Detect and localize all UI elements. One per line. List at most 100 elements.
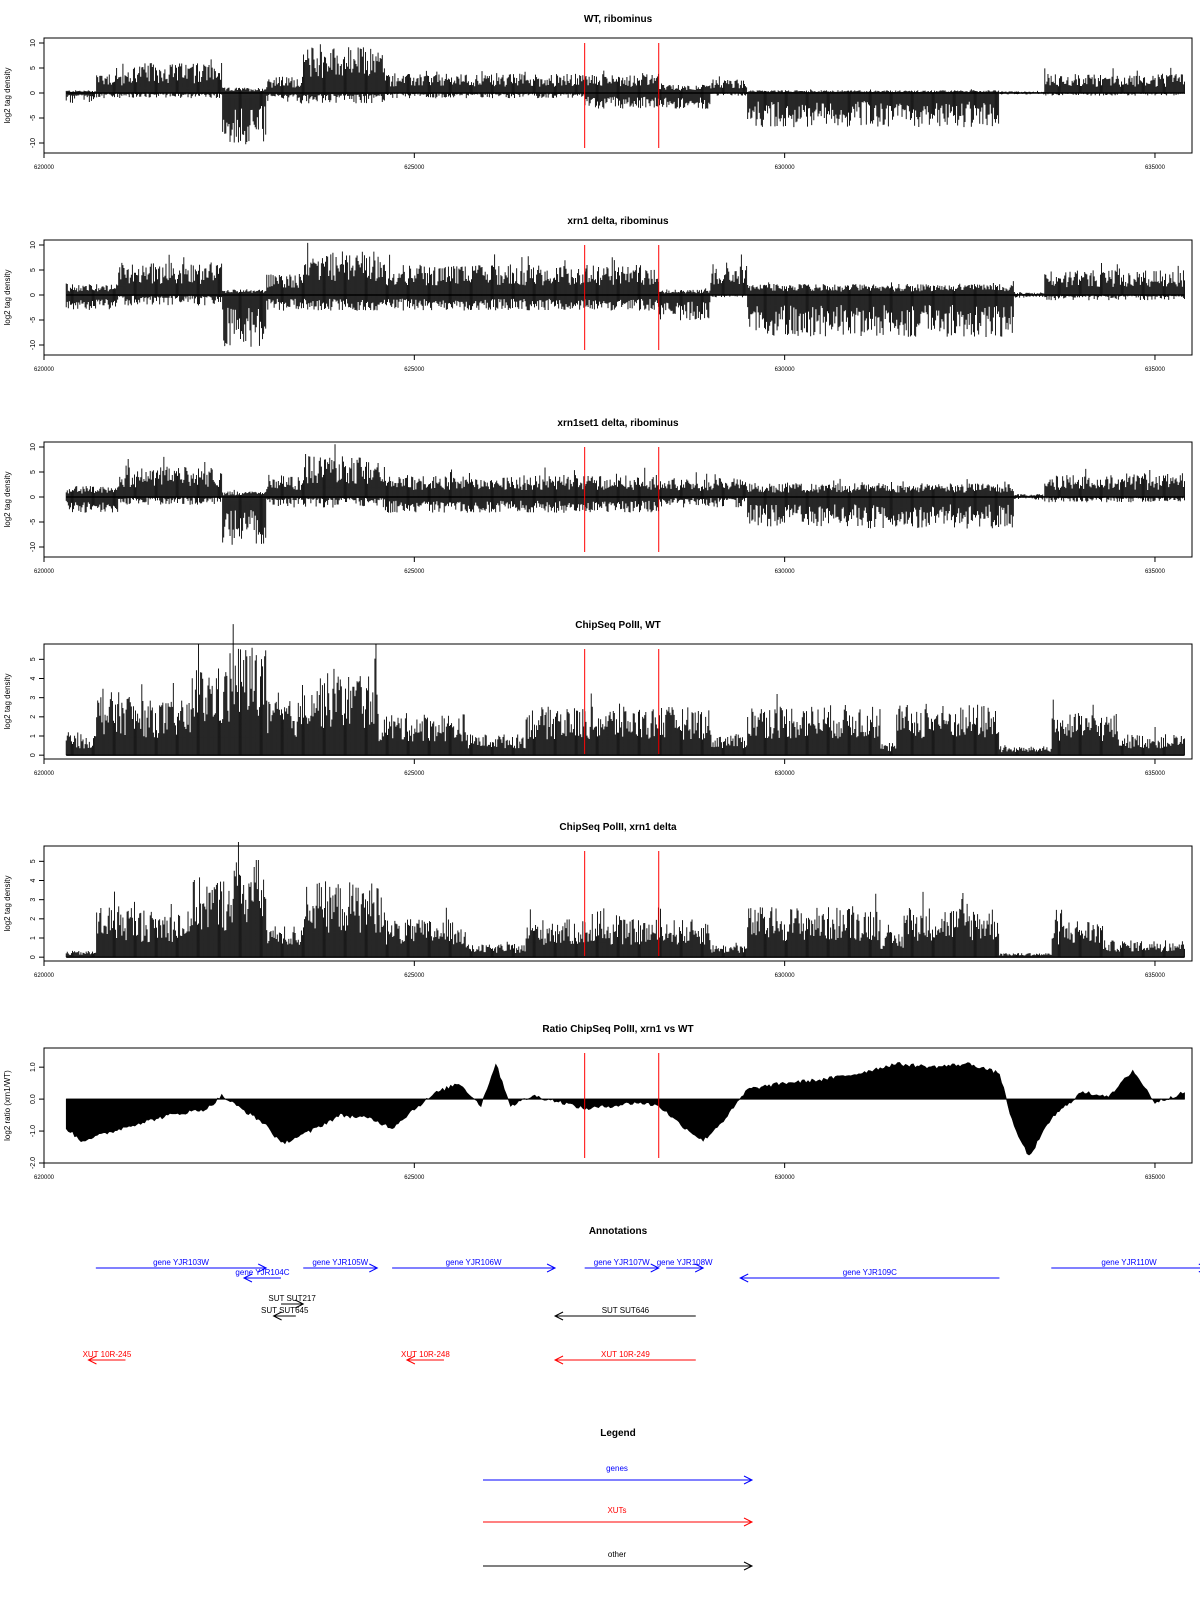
annotation-gene: gene YJR109C bbox=[739, 1268, 1000, 1283]
panel-xrn1set1_ribominus: xrn1set1 delta, ribominus log2 tag densit… bbox=[3, 418, 1193, 575]
annotation-label: SUT SUT646 bbox=[602, 1306, 650, 1315]
ratio-area bbox=[65, 1062, 1185, 1156]
legend-entry-other: other bbox=[483, 1550, 754, 1571]
y-tick-label: 0 bbox=[30, 293, 37, 297]
x-tick-label: 630000 bbox=[775, 569, 796, 575]
panel-wt_ribominus: WT, ribominus log2 tag density 10 5 0 -5 -10 62… bbox=[3, 14, 1193, 171]
x-tick-label: 625000 bbox=[404, 1175, 425, 1181]
y-tick-label: 4 bbox=[30, 878, 37, 882]
plot-frame bbox=[43, 845, 1193, 962]
x-tick-label: 620000 bbox=[34, 569, 55, 575]
x-tick-label: 620000 bbox=[34, 165, 55, 171]
data-marks bbox=[65, 1062, 1185, 1156]
x-tick-label: 625000 bbox=[404, 771, 425, 777]
y-tick-label: 5 bbox=[30, 470, 37, 474]
y-tick-label: -5 bbox=[30, 519, 37, 525]
y-tick-label: -10 bbox=[30, 340, 37, 350]
annotation-gene: gene YJR107W bbox=[584, 1258, 660, 1273]
x-tick-label: 635000 bbox=[1145, 569, 1166, 575]
y-tick-label: 10 bbox=[30, 241, 37, 249]
y-axis-label: log2 tag density bbox=[3, 875, 12, 931]
y-tick-label: -10 bbox=[30, 138, 37, 148]
x-tick-label: 620000 bbox=[34, 973, 55, 979]
x-tick-label: 625000 bbox=[404, 165, 425, 171]
panel-title: Ratio ChipSeq PolII, xrn1 vs WT bbox=[542, 1024, 693, 1035]
x-tick-label: 635000 bbox=[1145, 165, 1166, 171]
annotation-arrow-head bbox=[87, 1355, 97, 1365]
data-marks bbox=[65, 624, 1185, 756]
y-tick-label: 5 bbox=[30, 66, 37, 70]
annotation-label: XUT 10R-245 bbox=[83, 1350, 132, 1359]
y-tick-label: 0.0 bbox=[30, 1094, 37, 1104]
annotation-gene: gene YJR108W bbox=[657, 1258, 713, 1273]
annotations-panel: Annotations bbox=[589, 1226, 648, 1237]
annotation-gene: gene YJR105W bbox=[303, 1258, 379, 1273]
annotation-arrow-head bbox=[272, 1311, 282, 1321]
plot-frame bbox=[43, 1047, 1193, 1164]
x-tick-label: 620000 bbox=[34, 367, 55, 373]
annotation-arrow-head bbox=[546, 1263, 557, 1273]
y-axis-label: log2 tag density bbox=[3, 673, 12, 729]
annotation-label: gene YJR108W bbox=[657, 1258, 713, 1267]
y-tick-label: 0 bbox=[30, 495, 37, 499]
panel-chipseq_xrn1: ChipSeq PolII, xrn1 delta log2 tag densit… bbox=[3, 822, 1193, 979]
annotation-label: gene YJR109C bbox=[843, 1268, 897, 1277]
panel-title: xrn1set1 delta, ribominus bbox=[557, 418, 679, 429]
y-tick-label: -5 bbox=[30, 317, 37, 323]
plot-frame bbox=[43, 441, 1193, 558]
plot-frame bbox=[43, 643, 1193, 760]
annotation-gene: gene YJR104C bbox=[235, 1268, 290, 1283]
annotation-arrow-head bbox=[650, 1263, 660, 1273]
signal-bars bbox=[65, 624, 1185, 756]
x-tick-label: 625000 bbox=[404, 367, 425, 373]
y-axis-label: log2 ratio (xrn1/WT) bbox=[3, 1070, 12, 1141]
y-tick-label: -2.0 bbox=[30, 1157, 37, 1169]
legend-label: genes bbox=[606, 1464, 628, 1473]
y-tick-label: 5 bbox=[30, 268, 37, 272]
panel-xrn1_ribominus: xrn1 delta, ribominus log2 tag density 10 5… bbox=[3, 216, 1193, 373]
signal-bars bbox=[65, 242, 1185, 347]
annotation-label: gene YJR103W bbox=[153, 1258, 209, 1267]
annotation-label: gene YJR105W bbox=[312, 1258, 368, 1267]
annotation-other: SUT SUT645 bbox=[261, 1306, 309, 1321]
y-tick-label: 0 bbox=[30, 955, 37, 959]
y-tick-label: 5 bbox=[30, 657, 37, 661]
annotation-arrow-head bbox=[739, 1273, 749, 1283]
x-tick-label: 635000 bbox=[1145, 771, 1166, 777]
legend-entry-xut: XUTs bbox=[483, 1506, 754, 1527]
annotation-gene: gene YJR103W bbox=[95, 1258, 268, 1273]
annotation-arrow-head bbox=[369, 1263, 379, 1273]
y-tick-label: 0 bbox=[30, 753, 37, 757]
panel-title: WT, ribominus bbox=[584, 14, 653, 25]
x-tick-label: 635000 bbox=[1145, 1175, 1166, 1181]
y-tick-label: -10 bbox=[30, 542, 37, 552]
panel-title: ChipSeq PolII, WT bbox=[575, 620, 661, 631]
y-axis-label: log2 tag density bbox=[3, 471, 12, 527]
annotation-label: gene YJR107W bbox=[594, 1258, 650, 1267]
annotation-arrow-head bbox=[694, 1263, 705, 1273]
data-marks bbox=[65, 44, 1185, 145]
y-tick-label: 10 bbox=[30, 443, 37, 451]
x-tick-label: 635000 bbox=[1145, 973, 1166, 979]
data-marks bbox=[65, 444, 1185, 545]
x-tick-label: 630000 bbox=[775, 771, 796, 777]
x-tick-label: 630000 bbox=[775, 165, 796, 171]
plot-frame bbox=[43, 239, 1193, 356]
x-tick-label: 630000 bbox=[775, 1175, 796, 1181]
annotation-label: gene YJR106W bbox=[446, 1258, 502, 1267]
legend-arrow-head bbox=[743, 1517, 754, 1527]
legend-label: XUTs bbox=[607, 1506, 626, 1515]
annotation-arrow-head bbox=[242, 1273, 253, 1283]
annotation-gene: gene YJR110W bbox=[1051, 1258, 1200, 1273]
panel-title: xrn1 delta, ribominus bbox=[567, 216, 669, 227]
annotation-arrow-head bbox=[553, 1355, 564, 1365]
signal-bars bbox=[65, 44, 1185, 145]
annotation-label: XUT 10R-248 bbox=[401, 1350, 450, 1359]
y-tick-label: 10 bbox=[30, 39, 37, 47]
y-tick-label: 1 bbox=[30, 936, 37, 940]
annotation-label: gene YJR104C bbox=[235, 1268, 289, 1277]
y-axis-label: log2 tag density bbox=[3, 269, 12, 325]
legend-panel: Legend bbox=[600, 1428, 636, 1439]
y-tick-label: 2 bbox=[30, 715, 37, 719]
panel-ratio_chipseq: Ratio ChipSeq PolII, xrn1 vs WT log2 rati… bbox=[3, 1024, 1193, 1181]
